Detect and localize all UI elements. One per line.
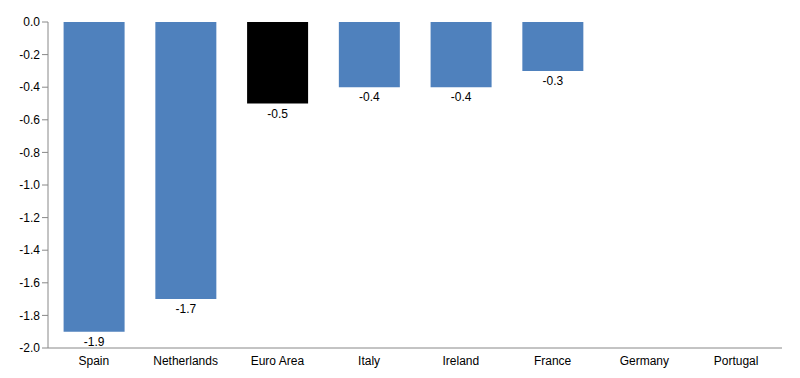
svg-text:-1.2: -1.2	[19, 211, 40, 225]
svg-text:-0.4: -0.4	[359, 90, 380, 104]
svg-text:Italy: Italy	[358, 354, 380, 368]
svg-text:-1.6: -1.6	[19, 276, 40, 290]
svg-text:-1.8: -1.8	[19, 309, 40, 323]
svg-text:-0.2: -0.2	[19, 48, 40, 62]
svg-text:Spain: Spain	[79, 354, 110, 368]
svg-text:France: France	[534, 354, 572, 368]
svg-text:-1.7: -1.7	[176, 302, 197, 316]
svg-text:Portugal: Portugal	[714, 354, 759, 368]
svg-text:-0.4: -0.4	[451, 90, 472, 104]
svg-text:0.0: 0.0	[23, 15, 40, 29]
svg-text:Netherlands: Netherlands	[153, 354, 218, 368]
svg-text:-1.9: -1.9	[84, 335, 105, 349]
svg-text:Germany: Germany	[620, 354, 669, 368]
svg-text:Ireland: Ireland	[443, 354, 480, 368]
svg-text:-1.0: -1.0	[19, 178, 40, 192]
svg-text:-1.4: -1.4	[19, 243, 40, 257]
svg-text:-0.5: -0.5	[267, 107, 288, 121]
svg-text:-0.3: -0.3	[543, 74, 564, 88]
svg-text:-0.4: -0.4	[19, 80, 40, 94]
svg-text:Euro Area: Euro Area	[251, 354, 305, 368]
svg-text:-0.6: -0.6	[19, 113, 40, 127]
svg-text:-0.8: -0.8	[19, 146, 40, 160]
svg-text:-2.0: -2.0	[19, 341, 40, 355]
